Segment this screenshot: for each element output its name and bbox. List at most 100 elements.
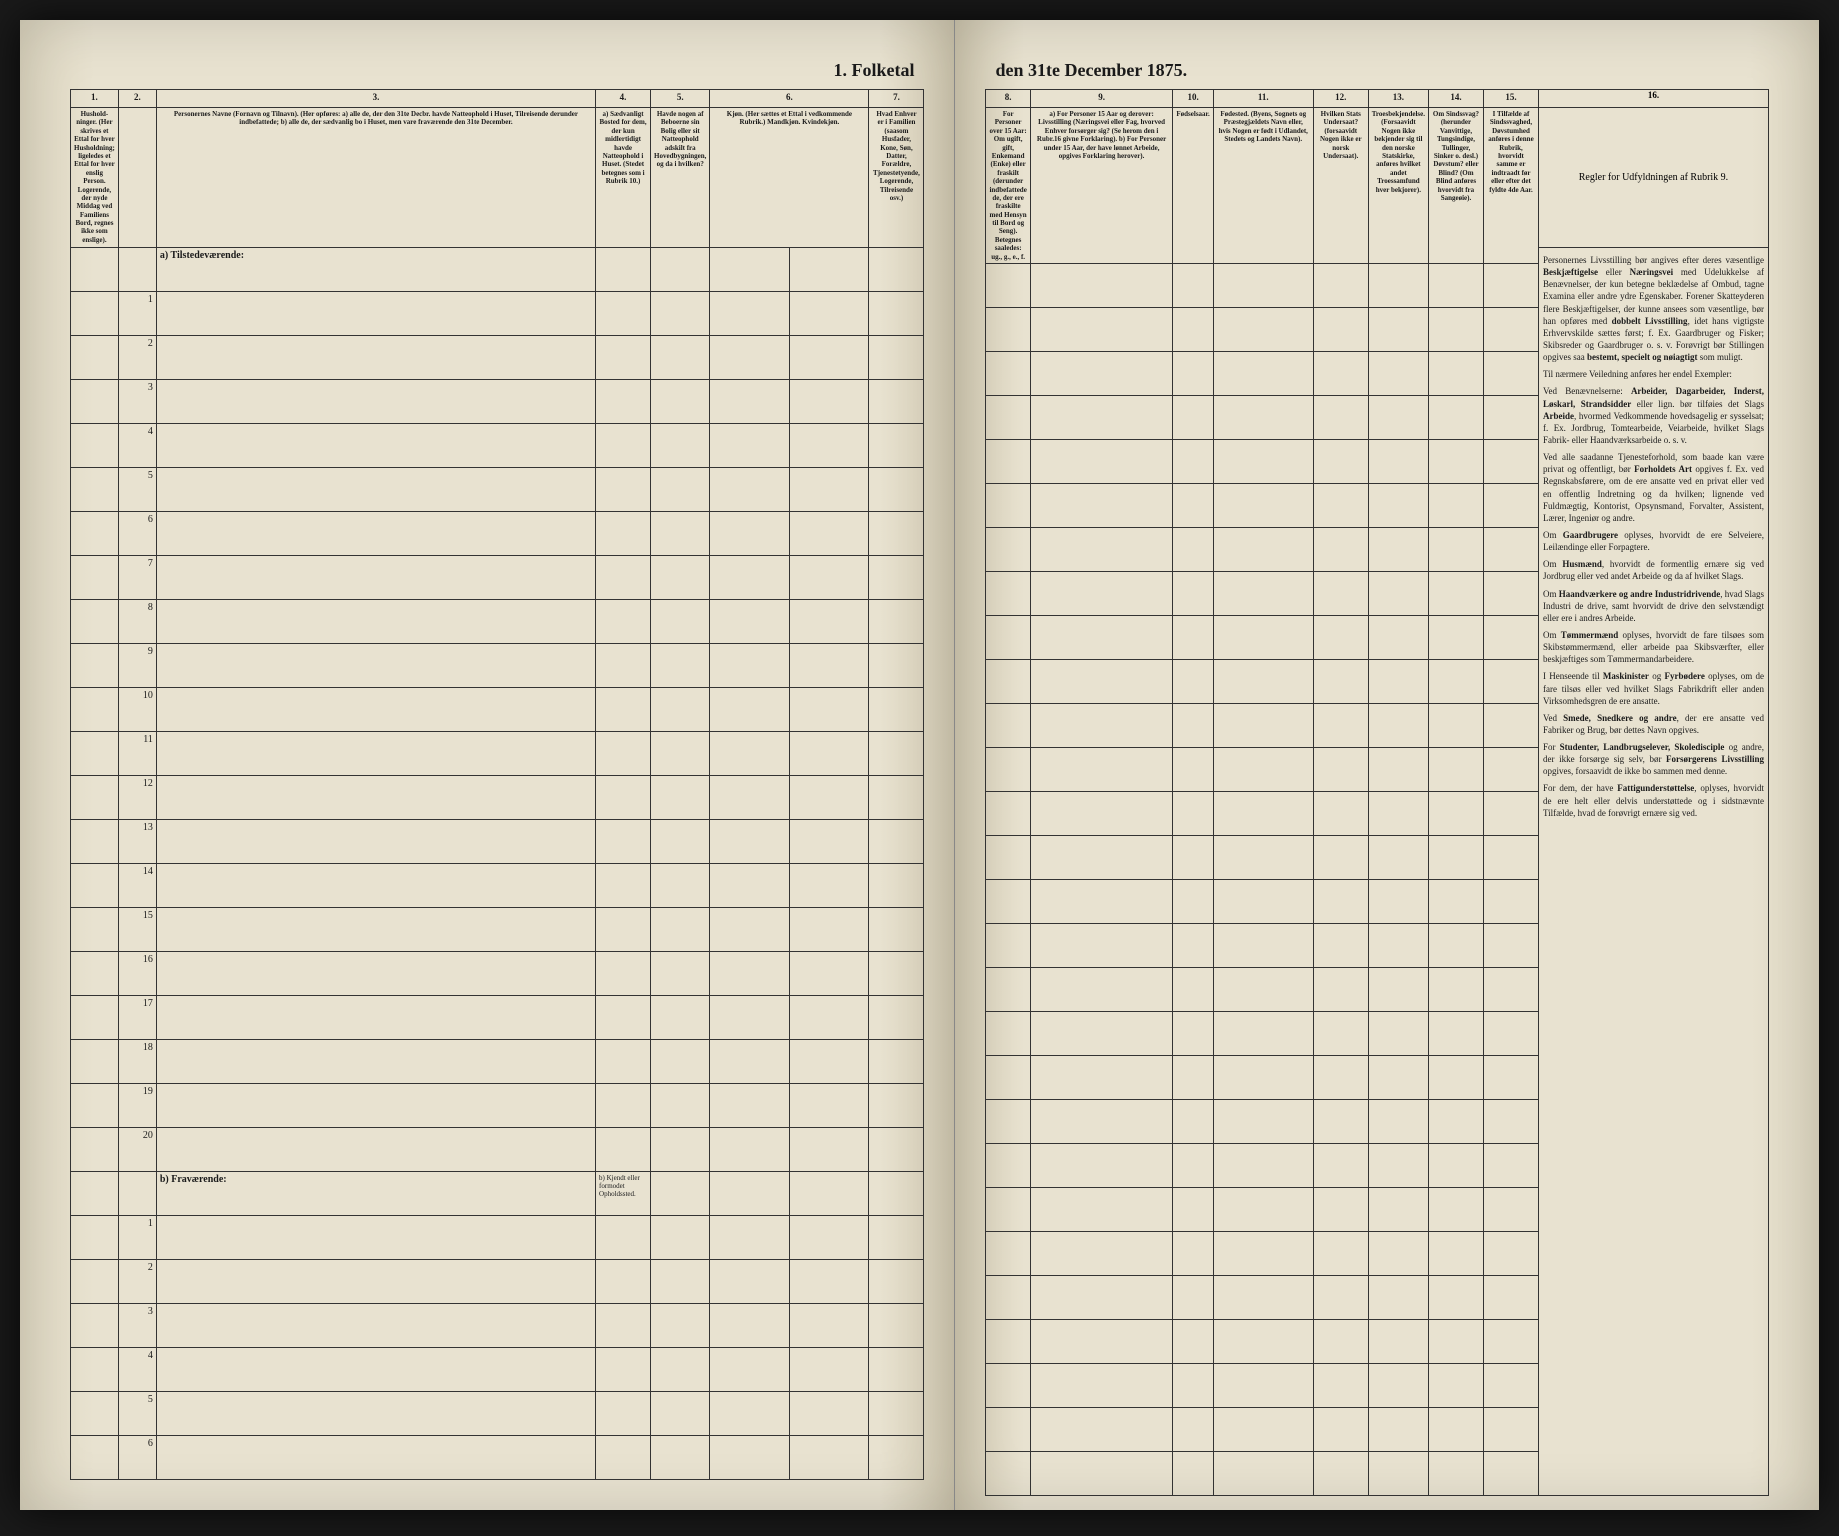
col-num: 11.	[1213, 90, 1313, 108]
table-row: 11	[71, 732, 924, 776]
col-num: 2.	[118, 90, 156, 108]
instruction-paragraph: Om Husmænd, hvorvidt de formentlig ernær…	[1543, 558, 1764, 582]
table-row	[986, 1056, 1539, 1100]
instruction-paragraph: I Henseende til Maskinister og Fyrbødere…	[1543, 670, 1764, 706]
col-num: 14.	[1428, 90, 1483, 108]
table-row	[986, 484, 1539, 528]
instruction-paragraph: Personernes Livsstilling bør angives eft…	[1543, 254, 1764, 363]
table-row: 9	[71, 644, 924, 688]
row-number: 3	[118, 1304, 156, 1348]
table-row: 10	[71, 688, 924, 732]
table-row	[986, 572, 1539, 616]
table-row: 15	[71, 908, 924, 952]
instructions-text: Personernes Livsstilling bør angives eft…	[1539, 248, 1768, 830]
page-title-right: den 31te December 1875.	[985, 60, 1769, 81]
table-row	[986, 836, 1539, 880]
table-row	[986, 616, 1539, 660]
row-number: 5	[118, 1392, 156, 1436]
table-row: 2	[71, 1260, 924, 1304]
col-num: 10.	[1173, 90, 1213, 108]
row-number: 18	[118, 1040, 156, 1084]
col-header: Hvad Enhver er i Familien (saasom Husfad…	[869, 108, 924, 248]
col-num: 5.	[651, 90, 710, 108]
table-row	[986, 1408, 1539, 1452]
row-number: 13	[118, 820, 156, 864]
page-right: den 31te December 1875. 8.9.10.11.12.13.…	[955, 20, 1819, 1510]
table-row: 2	[71, 336, 924, 380]
col-header	[118, 108, 156, 248]
table-row	[986, 1100, 1539, 1144]
table-row	[986, 1364, 1539, 1408]
table-row: 12	[71, 776, 924, 820]
table-row: 5	[71, 468, 924, 512]
row-number: 8	[118, 600, 156, 644]
table-row	[986, 1232, 1539, 1276]
col-16-header: Regler for Udfyldningen af Rubrik 9.	[1539, 108, 1768, 248]
row-number: 3	[118, 380, 156, 424]
col-header: For Personer over 15 Aar: Om ugift, gift…	[986, 108, 1030, 264]
row-number: 7	[118, 556, 156, 600]
page-left: 1. Folketal 1.2.3.4.5.6.7. Hushold-ninge…	[20, 20, 955, 1510]
table-row	[986, 352, 1539, 396]
table-row	[986, 1144, 1539, 1188]
table-row: 3	[71, 380, 924, 424]
col-16-num: 16.	[1539, 90, 1768, 108]
instructions-column: 16. Regler for Udfyldningen af Rubrik 9.…	[1539, 89, 1769, 1496]
instruction-paragraph: Om Haandværkere og andre Industridrivend…	[1543, 588, 1764, 624]
col-num: 15.	[1483, 90, 1538, 108]
table-row: 19	[71, 1084, 924, 1128]
col-header: Hvilken Stats Undersaat? (forsaavidt Nog…	[1313, 108, 1368, 264]
table-row: 6	[71, 1436, 924, 1480]
section-b-label: b) Fraværende:	[156, 1172, 595, 1216]
col-num: 4.	[596, 90, 651, 108]
col-num: 3.	[156, 90, 595, 108]
table-row	[986, 1320, 1539, 1364]
table-row	[986, 704, 1539, 748]
table-row: 18	[71, 1040, 924, 1084]
row-number: 1	[118, 292, 156, 336]
row-number: 12	[118, 776, 156, 820]
col-header: Hushold-ninger. (Her skrives et Ettal fo…	[71, 108, 119, 248]
row-number: 15	[118, 908, 156, 952]
col-header: Troesbekjendelse. (Forsaavidt Nogen ikke…	[1368, 108, 1428, 264]
table-row: 8	[71, 600, 924, 644]
col-num: 12.	[1313, 90, 1368, 108]
table-row	[986, 748, 1539, 792]
table-row: 17	[71, 996, 924, 1040]
section-b-note: b) Kjendt eller formodet Opholdssted.	[596, 1172, 651, 1216]
row-number: 6	[118, 1436, 156, 1480]
table-row: 6	[71, 512, 924, 556]
row-number: 2	[118, 336, 156, 380]
table-row	[986, 968, 1539, 1012]
instruction-paragraph: Om Gaardbrugere oplyses, hvorvidt de ere…	[1543, 529, 1764, 553]
table-row: 1	[71, 292, 924, 336]
col-header: Kjøn. (Her sættes et Ettal i vedkommende…	[710, 108, 869, 248]
table-row	[986, 1012, 1539, 1056]
table-row	[986, 1276, 1539, 1320]
row-number: 4	[118, 1348, 156, 1392]
col-num: 1.	[71, 90, 119, 108]
col-header: Personernes Navne (Fornavn og Tilnavn). …	[156, 108, 595, 248]
table-row: 14	[71, 864, 924, 908]
table-row: 16	[71, 952, 924, 996]
row-number: 20	[118, 1128, 156, 1172]
row-number: 10	[118, 688, 156, 732]
instruction-paragraph: Ved alle saadanne Tjenesteforhold, som b…	[1543, 451, 1764, 524]
table-row: 3	[71, 1304, 924, 1348]
table-row: 13	[71, 820, 924, 864]
census-table-right: 8.9.10.11.12.13.14.15. For Personer over…	[985, 89, 1539, 1496]
table-row	[986, 880, 1539, 924]
col-header: Havde nogen af Beboerne sin Bolig eller …	[651, 108, 710, 248]
instruction-paragraph: Om Tømmermænd oplyses, hvorvidt de fare …	[1543, 629, 1764, 665]
row-number: 4	[118, 424, 156, 468]
table-row: 20	[71, 1128, 924, 1172]
table-row	[986, 792, 1539, 836]
row-number: 1	[118, 1216, 156, 1260]
col-header: a) For Personer 15 Aar og derover: Livss…	[1030, 108, 1173, 264]
instruction-paragraph: Ved Benævnelserne: Arbeider, Dagarbeider…	[1543, 385, 1764, 446]
col-header: Fødested. (Byens, Sognets og Præstegjæld…	[1213, 108, 1313, 264]
page-title-left: 1. Folketal	[70, 60, 924, 81]
table-row: 4	[71, 424, 924, 468]
table-row: 1	[71, 1216, 924, 1260]
section-a-label: a) Tilstedeværende:	[156, 248, 595, 292]
